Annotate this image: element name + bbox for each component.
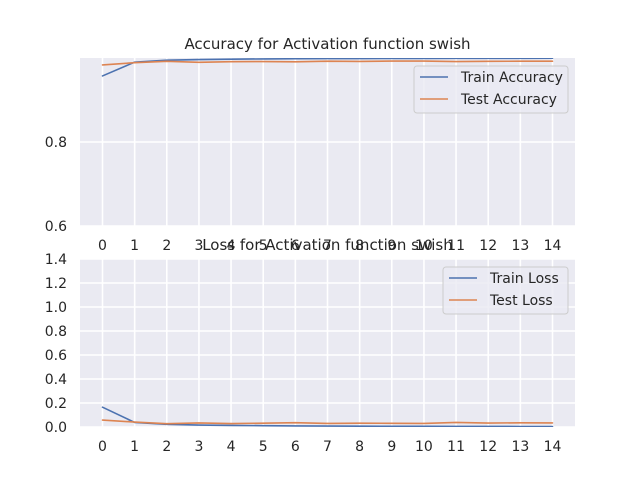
loss-x-tick-label: 3 (194, 439, 203, 455)
loss-legend: Train Loss Test Loss (442, 266, 569, 315)
accuracy-x-tick-label: 11 (447, 238, 465, 254)
accuracy-x-tick-label: 6 (291, 238, 300, 254)
accuracy-x-tick-label: 9 (387, 238, 396, 254)
loss-x-tick-label: 2 (162, 439, 171, 455)
accuracy-x-tick-label: 13 (511, 238, 529, 254)
accuracy-y-tick-label: 0.8 (45, 135, 67, 151)
loss-y-tick-label: 0.2 (45, 396, 67, 412)
loss-y-tick-label: 1.4 (45, 252, 67, 268)
loss-x-tick-label: 8 (355, 439, 364, 455)
accuracy-x-tick-label: 4 (227, 238, 236, 254)
accuracy-series-line-test-accuracy (101, 60, 554, 66)
loss-x-tick-label: 7 (323, 439, 332, 455)
accuracy-series-line-train-accuracy (101, 58, 554, 77)
loss-x-tick-label: 6 (291, 439, 300, 455)
accuracy-chart-title: Accuracy for Activation function swish (184, 35, 470, 53)
accuracy-x-tick-label: 7 (323, 238, 332, 254)
loss-y-tick-label: 0.6 (45, 348, 67, 364)
loss-y-tick-label: 0.0 (45, 420, 67, 436)
accuracy-x-tick-label: 8 (355, 238, 364, 254)
loss-chart: 0 1 2 3 4 5 6 7 8 9 10 11 12 13 140.00.20.40.60.81.01.… (45, 236, 575, 455)
accuracy-x-tick-label: 14 (544, 238, 562, 254)
loss-x-tick-label: 5 (259, 439, 268, 455)
accuracy-x-tick-label: 5 (259, 238, 268, 254)
loss-chart-title: Loss for Activation function swish (202, 236, 453, 254)
loss-y-tick-label: 0.4 (45, 372, 67, 388)
accuracy-x-tick-label: 12 (479, 238, 497, 254)
loss-x-tick-label: 14 (544, 439, 562, 455)
accuracy-x-tick-label: 0 (98, 238, 107, 254)
loss-y-tick-label: 1.2 (45, 276, 67, 292)
loss-x-tick-label: 11 (447, 439, 465, 455)
loss-legend-label: Test Loss (489, 293, 553, 309)
loss-x-tick-label: 13 (511, 439, 529, 455)
loss-x-tick-label: 12 (479, 439, 497, 455)
accuracy-legend-label: Train Accuracy (460, 70, 563, 86)
loss-x-tick-label: 4 (227, 439, 236, 455)
loss-x-tick-label: 10 (415, 439, 433, 455)
loss-x-tick-label: 9 (387, 439, 396, 455)
loss-y-tick-label: 0.8 (45, 324, 67, 340)
accuracy-legend: Train Accuracy Test Accuracy (413, 65, 569, 114)
loss-series-line-test-loss (101, 419, 554, 425)
accuracy-legend-label: Test Accuracy (460, 92, 557, 108)
accuracy-y-tick-label: 0.6 (45, 219, 67, 235)
loss-legend-label: Train Loss (489, 271, 559, 287)
loss-y-tick-label: 1.0 (45, 300, 67, 316)
loss-x-tick-label: 1 (130, 439, 139, 455)
accuracy-x-tick-label: 3 (194, 238, 203, 254)
accuracy-x-tick-label: 1 (130, 238, 139, 254)
accuracy-x-tick-label: 2 (162, 238, 171, 254)
loss-x-tick-label: 0 (98, 439, 107, 455)
accuracy-legend-box (413, 65, 569, 114)
loss-series-line-train-loss (101, 406, 554, 427)
accuracy-x-tick-label: 10 (415, 238, 433, 254)
